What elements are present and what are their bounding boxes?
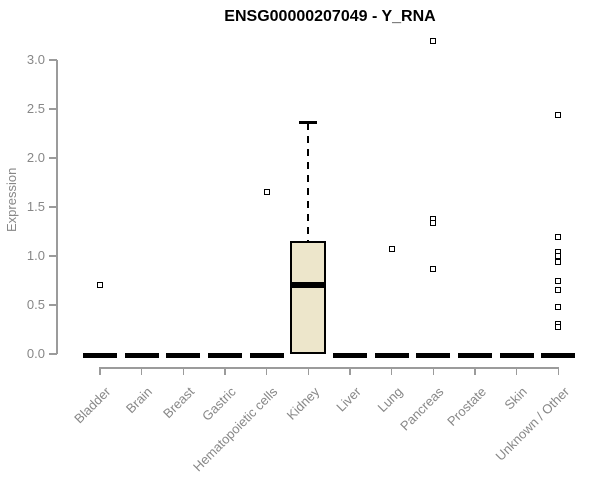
- outlier-point: [430, 38, 437, 45]
- x-tick-label: Pancreas: [397, 384, 447, 434]
- y-tick-label: 2.5: [26, 101, 45, 116]
- y-tick: [49, 59, 57, 61]
- y-tick-label: 1.0: [26, 248, 45, 263]
- y-tick: [49, 206, 57, 208]
- whisker-cap: [299, 121, 318, 125]
- x-tick: [224, 367, 226, 375]
- x-tick-label: Lung: [374, 384, 406, 416]
- x-tick-label: Liver: [333, 384, 364, 415]
- zero-box: [499, 352, 534, 358]
- zero-box: [458, 352, 492, 358]
- outlier-point: [555, 253, 562, 259]
- x-tick-label: Kidney: [283, 384, 322, 423]
- zero-box: [541, 352, 576, 358]
- chart-title: ENSG00000207049 - Y_RNA: [224, 8, 436, 25]
- x-tick: [390, 367, 393, 375]
- zero-box: [416, 352, 451, 358]
- x-tick-label: Skin: [501, 384, 531, 413]
- x-tick: [515, 367, 518, 375]
- x-tick-label: Unknown / Other: [492, 384, 572, 464]
- x-tick: [182, 367, 185, 375]
- x-tick: [349, 367, 351, 375]
- zero-box: [124, 352, 159, 358]
- outlier-point: [555, 111, 562, 118]
- x-tick-label: Prostate: [443, 384, 489, 429]
- y-tick-label: 3.0: [26, 52, 45, 67]
- y-tick-label: 2.0: [26, 150, 45, 165]
- zero-box: [166, 352, 201, 358]
- y-tick-label: 1.5: [26, 199, 45, 214]
- x-tick-label: Breast: [159, 384, 197, 422]
- x-tick-label: Bladder: [71, 384, 114, 427]
- outlier-point: [555, 323, 562, 330]
- x-tick-label: Brain: [123, 384, 156, 417]
- outlier-point: [555, 277, 562, 284]
- x-tick: [432, 367, 435, 375]
- x-tick-label: Gastric: [198, 384, 239, 424]
- zero-box: [208, 352, 242, 358]
- outlier-point: [388, 246, 395, 253]
- x-axis-line: [99, 367, 560, 369]
- outlier-point: [263, 189, 270, 196]
- zero-box: [249, 352, 284, 358]
- y-tick: [49, 255, 57, 257]
- x-tick: [99, 367, 101, 375]
- zero-box: [374, 352, 409, 358]
- whisker-line: [307, 122, 310, 242]
- y-tick: [49, 157, 57, 159]
- outlier-point: [97, 282, 103, 289]
- x-tick: [265, 367, 268, 375]
- y-tick-label: 0.0: [26, 346, 45, 361]
- y-tick: [49, 304, 57, 306]
- outlier-point: [555, 287, 562, 294]
- y-axis-line: [56, 60, 58, 354]
- x-tick: [474, 367, 476, 375]
- outlier-point: [430, 265, 437, 272]
- outlier-point: [555, 304, 562, 310]
- box: [290, 241, 327, 354]
- x-tick: [557, 367, 560, 375]
- y-tick: [49, 353, 57, 355]
- outlier-point: [430, 219, 437, 226]
- zero-box: [83, 352, 117, 358]
- outlier-point: [555, 234, 562, 241]
- x-tick: [307, 367, 310, 375]
- outlier-point: [555, 258, 562, 265]
- zero-box: [333, 352, 367, 358]
- y-tick-label: 0.5: [26, 297, 45, 312]
- median-line: [290, 282, 327, 289]
- x-tick: [140, 367, 143, 375]
- y-tick: [49, 108, 57, 110]
